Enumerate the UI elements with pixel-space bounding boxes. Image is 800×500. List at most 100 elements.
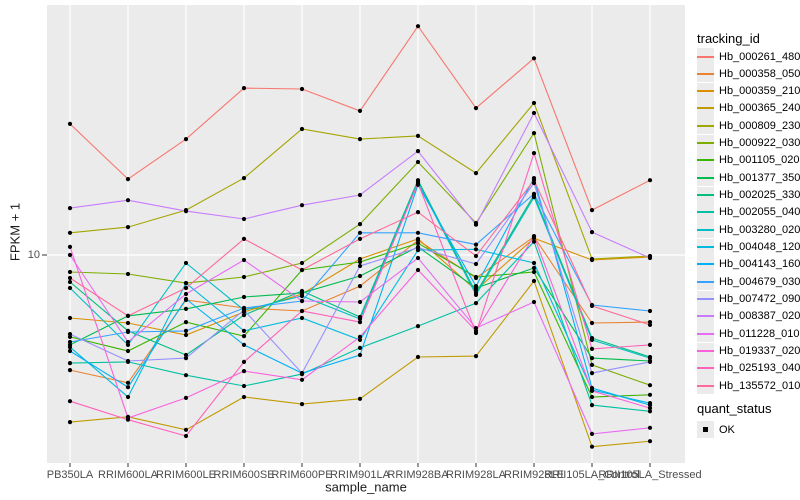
legend-title: tracking_id	[697, 31, 760, 46]
data-point	[589, 362, 595, 367]
data-point	[647, 322, 653, 327]
legend-item-label: Hb_004048_120	[719, 241, 800, 254]
data-point	[241, 274, 247, 280]
x-tick-label: RRIM928LA	[446, 469, 506, 481]
data-point	[415, 255, 421, 261]
legend-key-line-icon	[697, 290, 714, 308]
legend-key-line-icon	[697, 359, 714, 377]
data-point	[299, 293, 305, 299]
series-points-Hb_007472_090	[67, 180, 653, 376]
legend-key-line-icon	[697, 134, 714, 152]
data-point	[183, 281, 189, 286]
legend-item-Hb_011228_010: Hb_011228_010	[697, 325, 800, 343]
data-point	[299, 371, 305, 376]
series-points-Hb_008387_020	[67, 110, 653, 261]
data-point	[183, 332, 189, 338]
legend-key-line-icon	[697, 117, 714, 135]
quant-ok-label: OK	[719, 423, 735, 436]
data-point	[299, 315, 305, 321]
data-point	[125, 225, 131, 230]
data-point	[531, 151, 537, 156]
data-point	[415, 241, 421, 246]
legend-item-Hb_007472_090: Hb_007472_090	[697, 290, 800, 308]
data-point	[299, 86, 305, 92]
data-point	[415, 180, 421, 186]
data-point	[589, 303, 595, 308]
legend-key-line-icon	[697, 186, 714, 204]
data-point	[241, 383, 247, 389]
data-point	[67, 368, 73, 373]
data-point	[183, 433, 189, 439]
data-point	[357, 263, 363, 269]
legend-item-label: Hb_000359_210	[719, 85, 800, 98]
data-point	[183, 356, 189, 361]
legend-key-line-icon	[697, 151, 714, 169]
series-points-Hb_000261_480	[67, 24, 653, 213]
data-point	[647, 342, 653, 347]
data-point	[473, 354, 479, 359]
legend-key-line-icon	[697, 377, 714, 395]
data-point	[357, 396, 363, 401]
data-point	[125, 329, 131, 335]
data-point	[357, 108, 363, 113]
legend-item-Hb_025193_040: Hb_025193_040	[697, 359, 800, 377]
data-point	[473, 247, 479, 252]
data-point	[357, 259, 363, 265]
data-point	[125, 339, 131, 345]
legend-item-label: Hb_019337_020	[719, 345, 800, 358]
data-point	[647, 406, 653, 411]
data-point	[531, 131, 537, 136]
black-point-icon	[703, 427, 708, 432]
legend-item-label: Hb_007472_090	[719, 293, 800, 306]
data-point	[299, 260, 305, 266]
legend-item-Hb_135572_010: Hb_135572_010	[697, 377, 800, 395]
data-point	[647, 403, 653, 408]
data-point	[357, 320, 363, 325]
data-point	[473, 222, 479, 227]
data-point	[183, 352, 189, 358]
legend-item-Hb_008387_020: Hb_008387_020	[697, 307, 800, 325]
data-point	[67, 345, 73, 350]
data-point	[357, 273, 363, 279]
x-tick-label: RRII105LA_Stressed	[598, 469, 702, 481]
legend-key-line-icon	[697, 65, 714, 83]
data-point	[299, 308, 305, 314]
data-point	[67, 206, 73, 211]
series-points-Hb_011228_010	[67, 252, 653, 436]
data-point	[531, 299, 537, 305]
data-point	[357, 192, 363, 198]
data-point	[183, 320, 189, 325]
data-point	[589, 431, 595, 436]
data-point	[67, 315, 73, 321]
data-point	[531, 260, 537, 266]
data-point	[183, 306, 189, 311]
x-tick-label: RRIM901LA	[330, 469, 390, 481]
data-point	[67, 420, 73, 425]
quant-ok-key	[697, 421, 714, 438]
x-tick-label: PB350LA	[46, 469, 94, 481]
data-point	[473, 242, 479, 247]
data-point	[125, 394, 131, 400]
data-point	[473, 292, 479, 297]
legend-item-label: Hb_000365_240	[719, 102, 800, 115]
data-point	[589, 320, 595, 326]
data-point	[125, 271, 131, 277]
data-point	[241, 257, 247, 263]
data-point	[531, 56, 537, 61]
data-point	[531, 110, 537, 116]
data-point	[357, 256, 363, 262]
data-point	[531, 100, 537, 106]
data-point	[125, 313, 131, 318]
data-point	[183, 291, 189, 297]
legend-item-label: Hb_008387_020	[719, 310, 800, 323]
data-point	[241, 313, 247, 318]
data-point	[415, 149, 421, 154]
data-point	[357, 236, 363, 241]
data-point	[589, 444, 595, 449]
data-point	[531, 195, 537, 200]
legend-item-Hb_000358_050: Hb_000358_050	[697, 65, 800, 83]
data-point	[647, 255, 653, 261]
data-point	[183, 260, 189, 266]
legend-key-line-icon	[697, 48, 714, 65]
data-point	[241, 86, 247, 91]
